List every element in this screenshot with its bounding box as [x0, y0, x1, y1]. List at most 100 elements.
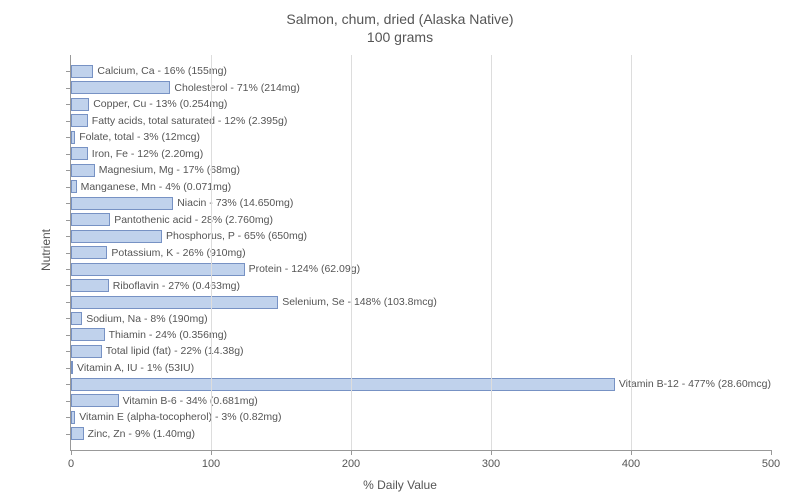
bar [71, 246, 107, 259]
gridline [631, 55, 632, 450]
bar-row: Cholesterol - 71% (214mg) [71, 79, 771, 95]
bar-row: Riboflavin - 27% (0.463mg) [71, 277, 771, 293]
bar-label: Vitamin E (alpha-tocopherol) - 3% (0.82m… [79, 411, 281, 423]
y-tick [66, 285, 71, 286]
bar-row: Sodium, Na - 8% (190mg) [71, 310, 771, 326]
bar [71, 213, 110, 226]
bar [71, 361, 73, 374]
x-tick [631, 450, 632, 455]
chart-container: Salmon, chum, dried (Alaska Native) 100 … [0, 0, 800, 500]
bar [71, 312, 82, 325]
y-tick [66, 417, 71, 418]
bar [71, 164, 95, 177]
y-axis-label: Nutrient [39, 229, 53, 271]
y-tick [66, 71, 71, 72]
bar-row: Phosphorus, P - 65% (650mg) [71, 228, 771, 244]
bar [71, 81, 170, 94]
bar [71, 180, 77, 193]
y-tick [66, 269, 71, 270]
bar [71, 427, 84, 440]
y-tick [66, 187, 71, 188]
bar-row: Iron, Fe - 12% (2.20mg) [71, 145, 771, 161]
x-axis-label: % Daily Value [363, 478, 437, 492]
bar-row: Zinc, Zn - 9% (1.40mg) [71, 426, 771, 442]
y-tick [66, 368, 71, 369]
bar-row: Potassium, K - 26% (910mg) [71, 244, 771, 260]
y-tick [66, 121, 71, 122]
bar-label: Phosphorus, P - 65% (650mg) [166, 230, 307, 242]
bar-row: Pantothenic acid - 28% (2.760mg) [71, 211, 771, 227]
bar-label: Vitamin A, IU - 1% (53IU) [77, 362, 194, 374]
bar-label: Iron, Fe - 12% (2.20mg) [92, 148, 203, 160]
bar-row: Vitamin B-6 - 34% (0.681mg) [71, 393, 771, 409]
bar-row: Calcium, Ca - 16% (155mg) [71, 63, 771, 79]
y-tick [66, 434, 71, 435]
bar-label: Selenium, Se - 148% (103.8mcg) [282, 296, 437, 308]
bar-label: Manganese, Mn - 4% (0.071mg) [81, 181, 232, 193]
bar [71, 345, 102, 358]
bar-row: Fatty acids, total saturated - 12% (2.39… [71, 112, 771, 128]
bar-row: Niacin - 73% (14.650mg) [71, 195, 771, 211]
x-tick-label: 200 [342, 458, 360, 470]
y-tick [66, 154, 71, 155]
x-tick-label: 400 [622, 458, 640, 470]
bar-label: Fatty acids, total saturated - 12% (2.39… [92, 115, 288, 127]
bar-row: Vitamin E (alpha-tocopherol) - 3% (0.82m… [71, 409, 771, 425]
y-tick [66, 318, 71, 319]
bar [71, 98, 89, 111]
bar [71, 230, 162, 243]
bar [71, 279, 109, 292]
bar-label: Magnesium, Mg - 17% (68mg) [99, 164, 240, 176]
gridline [351, 55, 352, 450]
x-tick [351, 450, 352, 455]
y-tick [66, 203, 71, 204]
bar-row: Manganese, Mn - 4% (0.071mg) [71, 178, 771, 194]
bar [71, 394, 119, 407]
bar-label: Riboflavin - 27% (0.463mg) [113, 280, 240, 292]
x-tick [211, 450, 212, 455]
plot-area: Calcium, Ca - 16% (155mg) Cholesterol - 7… [70, 55, 771, 451]
y-tick [66, 137, 71, 138]
bar-row: Folate, total - 3% (12mcg) [71, 129, 771, 145]
x-tick-label: 100 [202, 458, 220, 470]
y-tick [66, 220, 71, 221]
bar [71, 197, 173, 210]
x-tick [771, 450, 772, 455]
y-tick [66, 384, 71, 385]
y-tick [66, 170, 71, 171]
x-tick-label: 0 [68, 458, 74, 470]
x-tick-label: 300 [482, 458, 500, 470]
bar [71, 263, 245, 276]
x-tick [71, 450, 72, 455]
bar-label: Calcium, Ca - 16% (155mg) [97, 65, 227, 77]
x-tick [491, 450, 492, 455]
bar-label: Thiamin - 24% (0.356mg) [109, 329, 227, 341]
bar-label: Folate, total - 3% (12mcg) [79, 131, 200, 143]
bar-label: Sodium, Na - 8% (190mg) [86, 313, 207, 325]
x-tick-label: 500 [762, 458, 780, 470]
gridline [211, 55, 212, 450]
bar-label: Total lipid (fat) - 22% (14.38g) [106, 345, 244, 357]
bar-label: Copper, Cu - 13% (0.254mg) [93, 98, 227, 110]
bar [71, 147, 88, 160]
bar-label: Zinc, Zn - 9% (1.40mg) [88, 428, 195, 440]
bar-row: Vitamin A, IU - 1% (53IU) [71, 360, 771, 376]
bar-row: Vitamin B-12 - 477% (28.60mcg) [71, 376, 771, 392]
bar-label: Pantothenic acid - 28% (2.760mg) [114, 214, 273, 226]
y-tick [66, 253, 71, 254]
bar-label: Niacin - 73% (14.650mg) [177, 197, 293, 209]
bar-row: Total lipid (fat) - 22% (14.38g) [71, 343, 771, 359]
bar-label: Vitamin B-6 - 34% (0.681mg) [123, 395, 258, 407]
bar-row: Magnesium, Mg - 17% (68mg) [71, 162, 771, 178]
chart-title: Salmon, chum, dried (Alaska Native) 100 … [0, 0, 800, 46]
gridline [491, 55, 492, 450]
bar [71, 378, 615, 391]
bar-row: Selenium, Se - 148% (103.8mcg) [71, 294, 771, 310]
bar-label: Cholesterol - 71% (214mg) [174, 82, 299, 94]
bar-label: Potassium, K - 26% (910mg) [111, 247, 245, 259]
bar [71, 296, 278, 309]
title-line-2: 100 grams [367, 29, 433, 45]
bar-label: Protein - 124% (62.09g) [249, 263, 360, 275]
bar [71, 114, 88, 127]
bar-row: Thiamin - 24% (0.356mg) [71, 327, 771, 343]
